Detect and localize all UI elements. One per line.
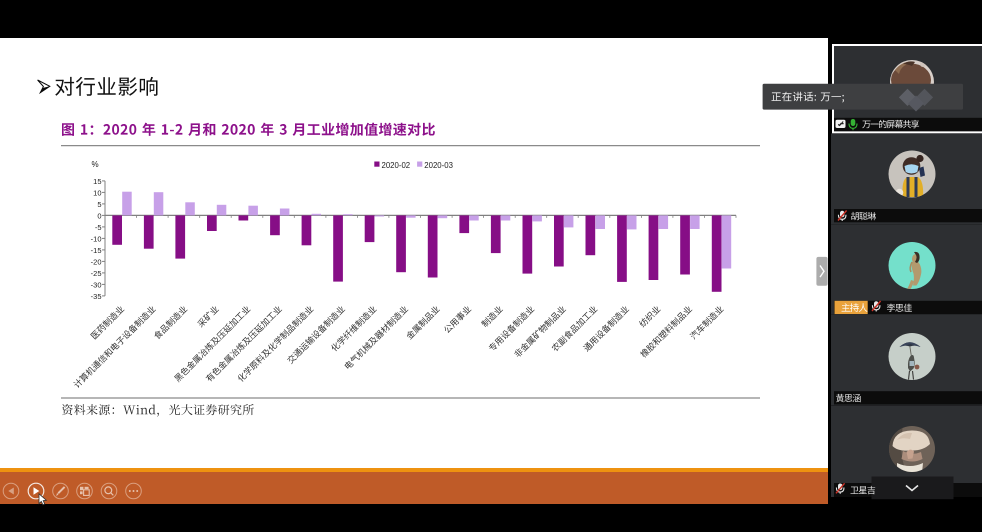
svg-text:-5: -5 [95, 223, 102, 232]
svg-text:-25: -25 [91, 269, 102, 278]
svg-text:2020-03: 2020-03 [424, 161, 453, 170]
svg-text:-15: -15 [91, 246, 102, 255]
svg-text:15: 15 [93, 177, 101, 186]
svg-text:0: 0 [97, 212, 101, 221]
svg-text:-30: -30 [91, 281, 102, 290]
svg-text:-10: -10 [91, 235, 102, 244]
svg-text:-35: -35 [91, 292, 102, 301]
svg-text:10: 10 [93, 189, 101, 198]
svg-text:-20: -20 [91, 258, 102, 267]
svg-text:5: 5 [97, 200, 101, 209]
svg-text:2020-02: 2020-02 [382, 161, 411, 170]
svg-text:%: % [92, 160, 99, 169]
